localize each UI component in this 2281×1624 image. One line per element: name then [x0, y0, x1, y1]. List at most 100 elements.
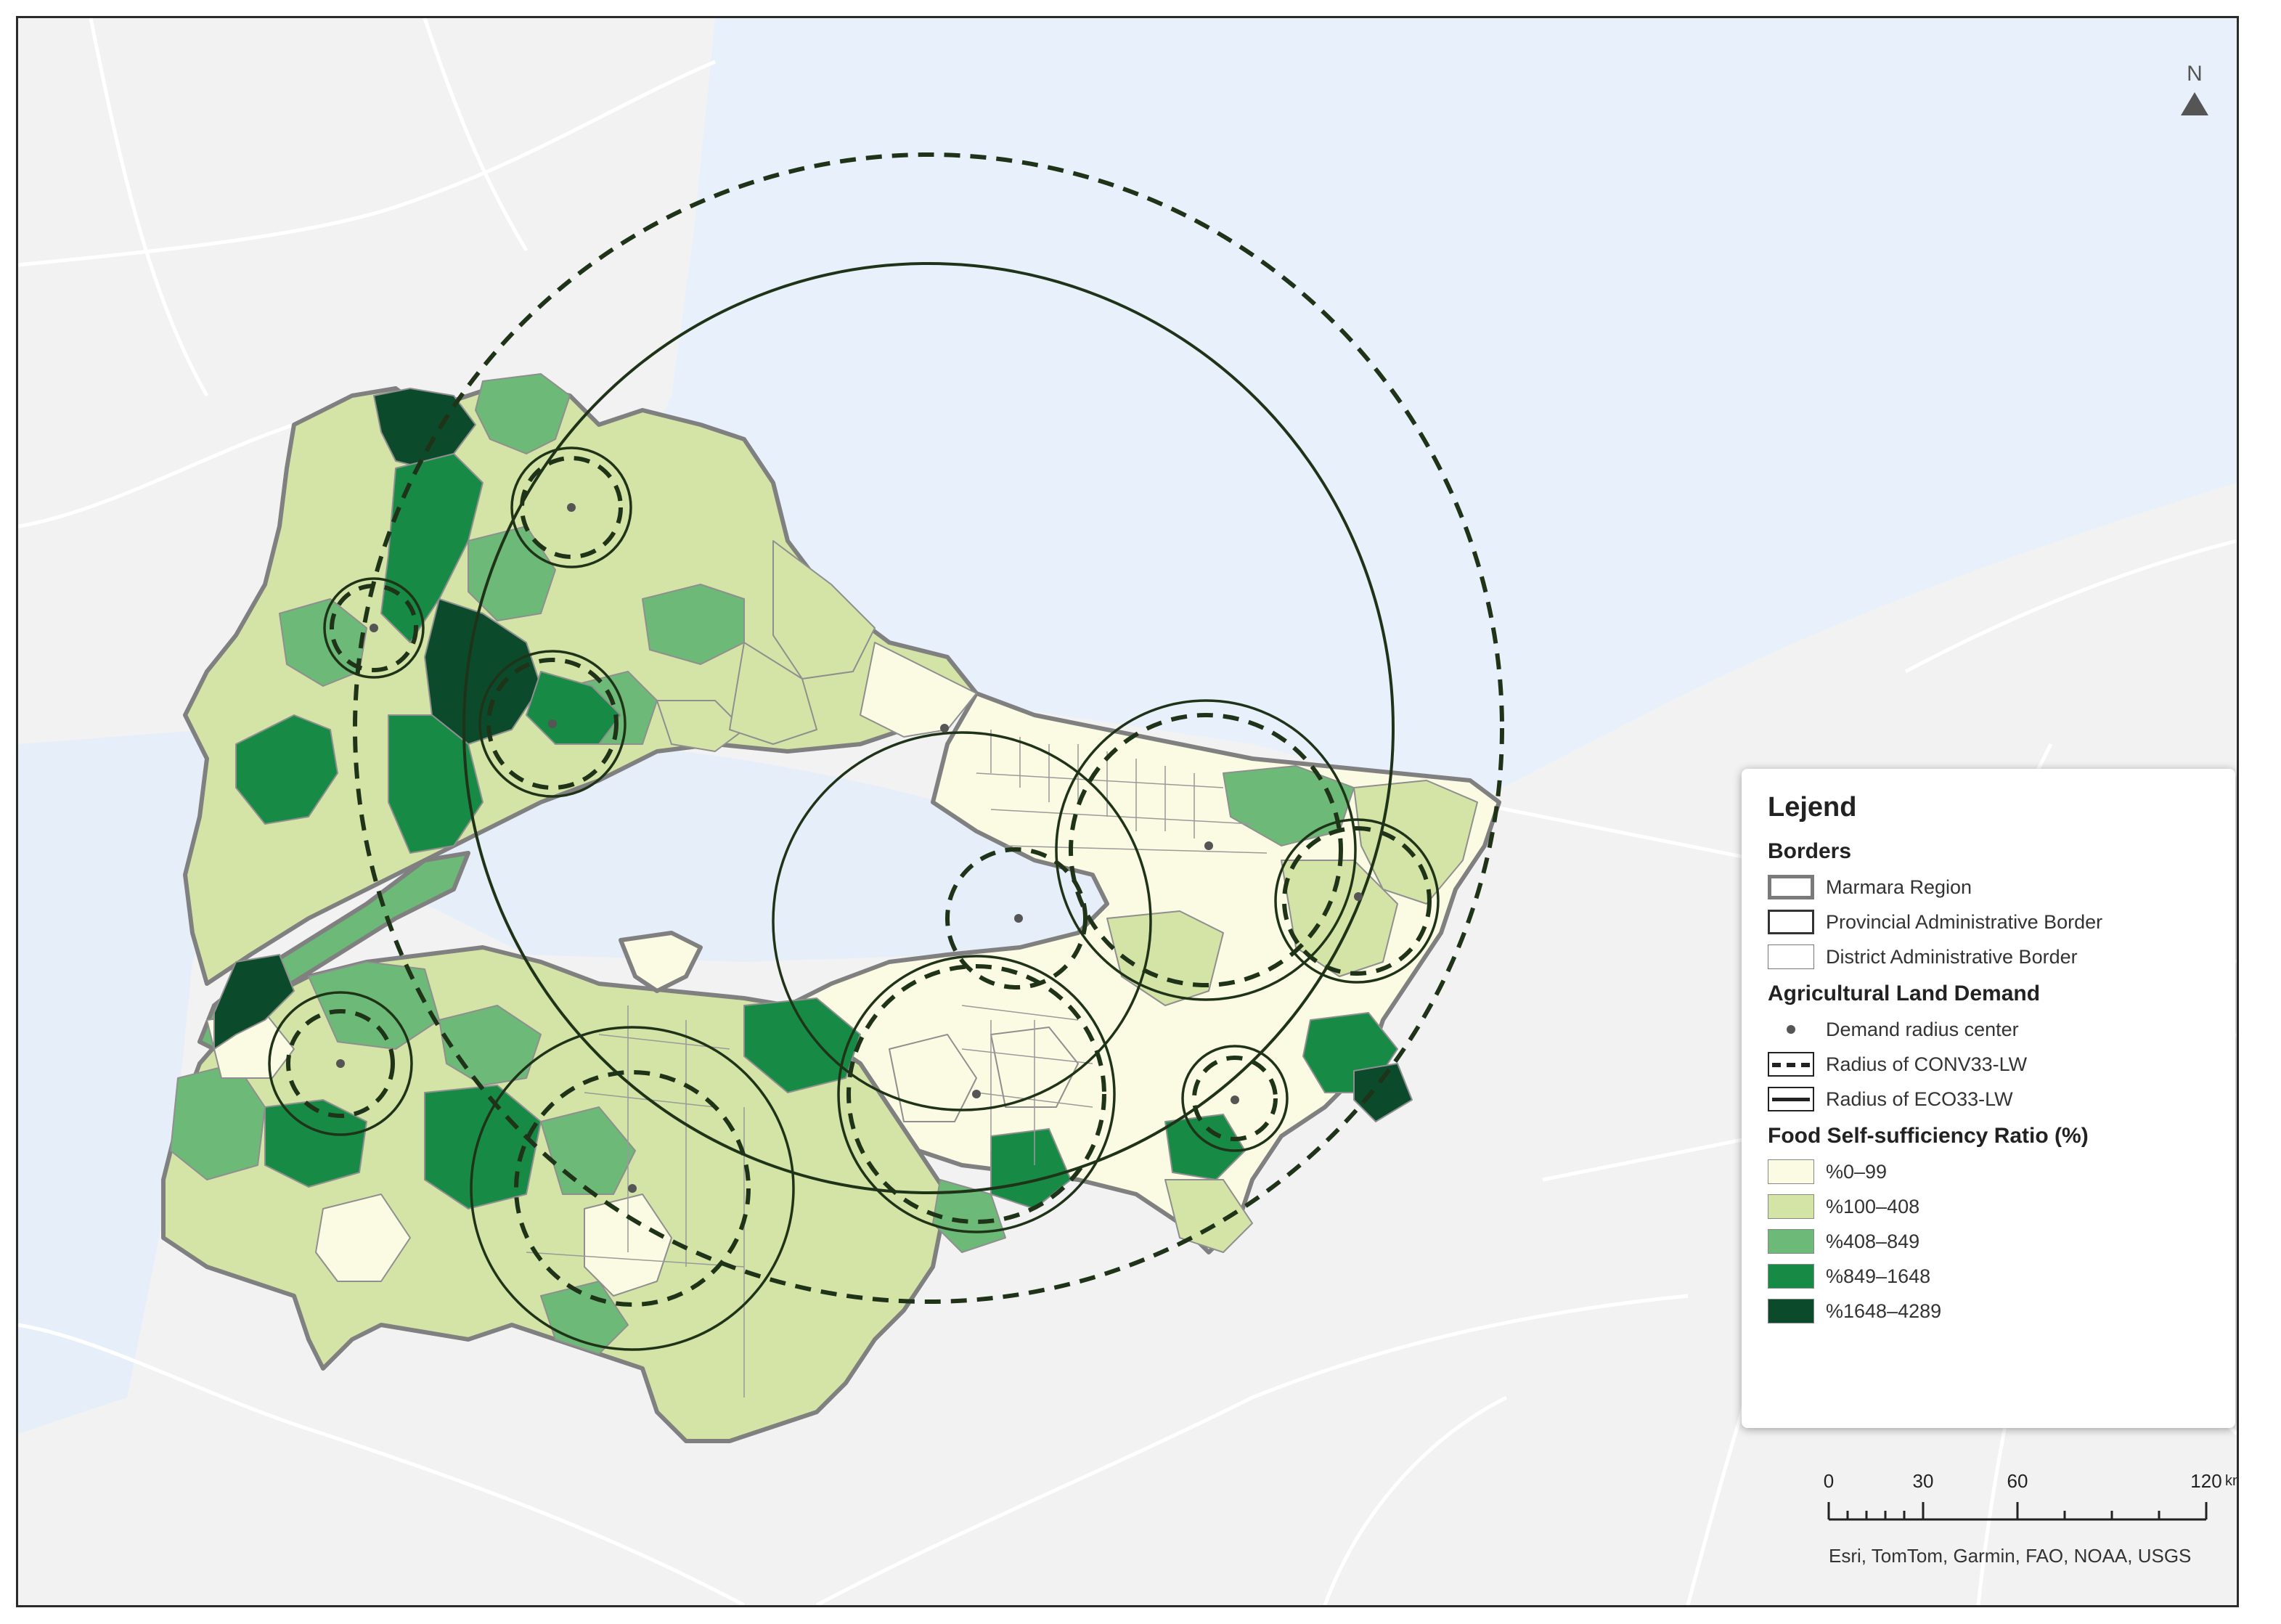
legend-label: %0–99: [1826, 1160, 1888, 1183]
north-arrow-icon: [2181, 92, 2208, 115]
district-marmaraereglisi[interactable]: [656, 700, 745, 752]
radius-eco33-east[interactable]: [1274, 818, 1440, 984]
radius-conv33-canakkale[interactable]: [286, 1009, 395, 1118]
radius-eco33-istanbul[interactable]: [462, 262, 1395, 1194]
radius-eco33-bilecik[interactable]: [1181, 1045, 1289, 1152]
legend-label: District Administrative Border: [1826, 945, 2078, 968]
legend-ratio-classes: %0–99 %100–408 %408–849 %849–1648 %1648–4289: [1768, 1154, 2213, 1329]
legend-label: Provincial Administrative Border: [1826, 910, 2103, 933]
district-kirklareli-north[interactable]: [475, 373, 571, 454]
legend-item-ratio-class: %1648–4289: [1768, 1294, 2213, 1329]
radius-eco33-kirklareli[interactable]: [510, 446, 632, 568]
radius-eco33-tekirdag[interactable]: [478, 650, 627, 798]
region-marmara-island[interactable]: [619, 931, 703, 993]
legend-item-eco33: Radius of ECO33-LW: [1768, 1082, 2213, 1117]
radius-eco33-sakarya[interactable]: [1055, 699, 1357, 1001]
demand-center-balikesir[interactable]: [628, 1184, 637, 1193]
legend-label: Demand radius center: [1826, 1018, 2019, 1040]
radius-conv33-edirne[interactable]: [330, 584, 418, 672]
demand-center-bilecik[interactable]: [1231, 1095, 1239, 1104]
district-bozcaada[interactable]: [213, 954, 295, 1050]
legend-item-ratio-class: %849–1648: [1768, 1259, 2213, 1294]
scale-bar-graphic: [1827, 1502, 2208, 1521]
district-bilecik-east[interactable]: [1353, 1063, 1413, 1122]
ratio-color-swatch: [1768, 1264, 1814, 1289]
radius-conv33-kirklareli[interactable]: [520, 456, 623, 559]
radius-eco33-bursa[interactable]: [837, 955, 1116, 1233]
scale-tick-label: 30: [1912, 1470, 1934, 1492]
legend-label: Radius of CONV33-LW: [1826, 1053, 2028, 1075]
radius-eco33-canakkale[interactable]: [268, 991, 413, 1136]
demand-center-bursa[interactable]: [972, 1090, 981, 1098]
legend-label: %1648–4289: [1826, 1299, 1942, 1322]
radius-circles: [268, 152, 1504, 1351]
district-border-symbol: [1768, 944, 1814, 969]
scale-unit: km: [2225, 1473, 2237, 1489]
radius-conv33-istanbul[interactable]: [353, 152, 1504, 1304]
map-canvas[interactable]: [18, 18, 2237, 1605]
district-bilecik-south[interactable]: [1164, 1179, 1253, 1253]
provincial-border-symbol: [1768, 910, 1814, 934]
region-south[interactable]: [161, 945, 950, 1443]
legend-label: %100–408: [1826, 1195, 1920, 1217]
legend-item-district-border: District Administrative Border: [1768, 939, 2213, 974]
radius-conv33-east[interactable]: [1282, 826, 1432, 976]
district-edremit[interactable]: [264, 1099, 367, 1188]
radius-conv33-balikesir[interactable]: [514, 1070, 751, 1307]
legend-item-provincial-border: Provincial Administrative Border: [1768, 905, 2213, 939]
demand-center-tekirdag[interactable]: [548, 719, 557, 728]
district-orhaneli[interactable]: [889, 1034, 977, 1122]
radius-conv33-tekirdag[interactable]: [486, 658, 619, 790]
legend-label: %849–1648: [1826, 1265, 1931, 1287]
legend-borders-heading: Borders: [1768, 839, 1852, 863]
radius-eco33-kocaeli[interactable]: [772, 731, 1152, 1111]
demand-center-symbol: [1768, 1017, 1814, 1042]
demand-center-edirne[interactable]: [370, 624, 378, 632]
demand-center-kocaeli[interactable]: [1014, 914, 1023, 923]
district-catalca[interactable]: [772, 540, 876, 680]
demand-center-canakkale[interactable]: [336, 1059, 345, 1068]
demand-centers: [336, 503, 1363, 1193]
radius-conv33-sakarya[interactable]: [1069, 713, 1343, 987]
legend-item-marmara-region: Marmara Region: [1768, 870, 2213, 905]
legend-title: Lejend: [1768, 792, 1857, 823]
ratio-color-swatch: [1768, 1194, 1814, 1219]
district-silivri[interactable]: [729, 642, 817, 745]
radius-conv33-bursa[interactable]: [846, 964, 1106, 1224]
legend-item-ratio-class: %100–408: [1768, 1189, 2213, 1224]
demand-center-east[interactable]: [1354, 892, 1363, 901]
district-bursa-north[interactable]: [743, 997, 861, 1093]
region-border-symbol: [1768, 875, 1814, 899]
district-enez[interactable]: [235, 714, 338, 825]
radius-eco33-edirne[interactable]: [323, 577, 425, 679]
district-balikesir[interactable]: [424, 1085, 542, 1209]
dashed-line-symbol: [1768, 1052, 1814, 1077]
ratio-color-swatch: [1768, 1159, 1814, 1184]
demand-center-kirklareli[interactable]: [567, 503, 576, 512]
legend-label: Radius of ECO33-LW: [1826, 1088, 2013, 1110]
demand-center-sakarya[interactable]: [1204, 841, 1213, 850]
legend-item-ratio-class: %0–99: [1768, 1154, 2213, 1189]
scale-tick-label: 120: [2190, 1470, 2222, 1492]
district-ezine[interactable]: [315, 1193, 411, 1282]
legend-item-demand-center: Demand radius center: [1768, 1012, 2213, 1047]
radius-conv33-kocaeli[interactable]: [945, 847, 1088, 990]
solid-line-symbol: [1768, 1087, 1814, 1111]
district-kesan[interactable]: [388, 714, 483, 854]
ratio-color-swatch: [1768, 1299, 1814, 1323]
sea-marmara: [396, 746, 1122, 962]
radius-eco33-balikesir[interactable]: [470, 1026, 795, 1351]
legend-label: Marmara Region: [1826, 876, 1972, 898]
radius-conv33-bilecik[interactable]: [1192, 1056, 1278, 1141]
legend-demand-heading: Agricultural Land Demand: [1768, 982, 2041, 1005]
scale-tick-label: 60: [2007, 1470, 2028, 1492]
legend-ratio-heading: Food Self-sufficiency Ratio (%): [1768, 1124, 2089, 1148]
north-label: N: [2187, 62, 2203, 86]
demand-center-istanbul[interactable]: [940, 724, 949, 733]
scale-bar: 0 30 60 120 km: [1819, 1470, 2237, 1528]
district-uzunkopru[interactable]: [424, 598, 542, 745]
district-osmaneli[interactable]: [1164, 1114, 1246, 1180]
legend-label: %408–849: [1826, 1230, 1920, 1252]
scale-tick-label: 0: [1823, 1470, 1835, 1492]
legend-item-ratio-class: %408–849: [1768, 1224, 2213, 1259]
